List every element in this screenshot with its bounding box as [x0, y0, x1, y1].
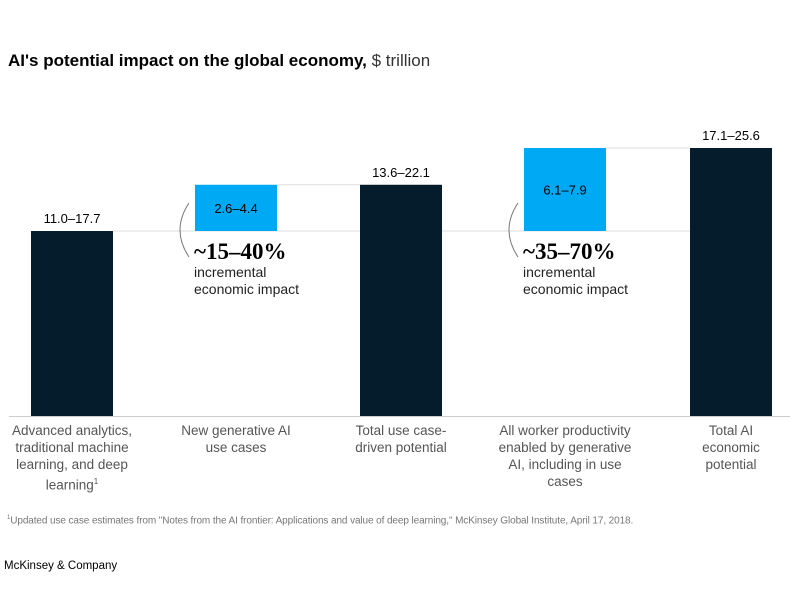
data-label: 2.6–4.4: [214, 201, 257, 216]
footnote-mark: 1: [7, 515, 11, 521]
data-label: 17.1–25.6: [702, 128, 760, 143]
footnote-text: Updated use case estimates from "Notes f…: [10, 515, 634, 527]
brand-logo-text: McKinsey & Company: [4, 560, 118, 572]
footnote: 1Updated use case estimates from "Notes …: [7, 515, 633, 526]
data-labels: 11.0–17.7 2.6–4.4 13.6–22.1 6.1–7.9 17.1–25.…: [44, 128, 760, 226]
bars: [31, 148, 772, 416]
callout-description: incremental economic impact: [523, 264, 629, 297]
callout: ~15–40% incremental economic impact: [194, 240, 324, 298]
chart-title: AI's potential impact on the global econ…: [8, 51, 430, 71]
callout-percentage: ~15–40%: [194, 239, 287, 264]
bar-total: [690, 148, 772, 416]
data-label: 6.1–7.9: [543, 183, 586, 198]
callout-brackets: [179, 202, 519, 258]
callout-description: incremental economic impact: [194, 264, 300, 297]
chart-title-unit: $ trillion: [371, 51, 431, 70]
bar-total: [31, 231, 113, 416]
footnote-mark: 1: [93, 477, 99, 486]
category-label: Total use case-driven potential: [355, 423, 447, 455]
bar-increment: [195, 184, 277, 231]
bar-increment: [524, 148, 606, 231]
callout-percentage: ~35–70%: [523, 239, 616, 264]
chart-title-main: AI's potential impact on the global econ…: [8, 51, 367, 70]
category-label: All worker productivity enabled by gener…: [498, 423, 632, 489]
category-label: Advanced analytics, traditional machine …: [11, 423, 133, 493]
bar-total: [360, 184, 442, 416]
bracket-icon: [179, 202, 190, 258]
category-label: Total AI economic potential: [702, 423, 760, 472]
category-label: New generative AI use cases: [181, 423, 291, 455]
bracket-icon: [508, 202, 519, 258]
callout: ~35–70% incremental economic impact: [523, 240, 653, 298]
data-label: 11.0–17.7: [44, 211, 101, 226]
data-label: 13.6–22.1: [372, 165, 430, 180]
